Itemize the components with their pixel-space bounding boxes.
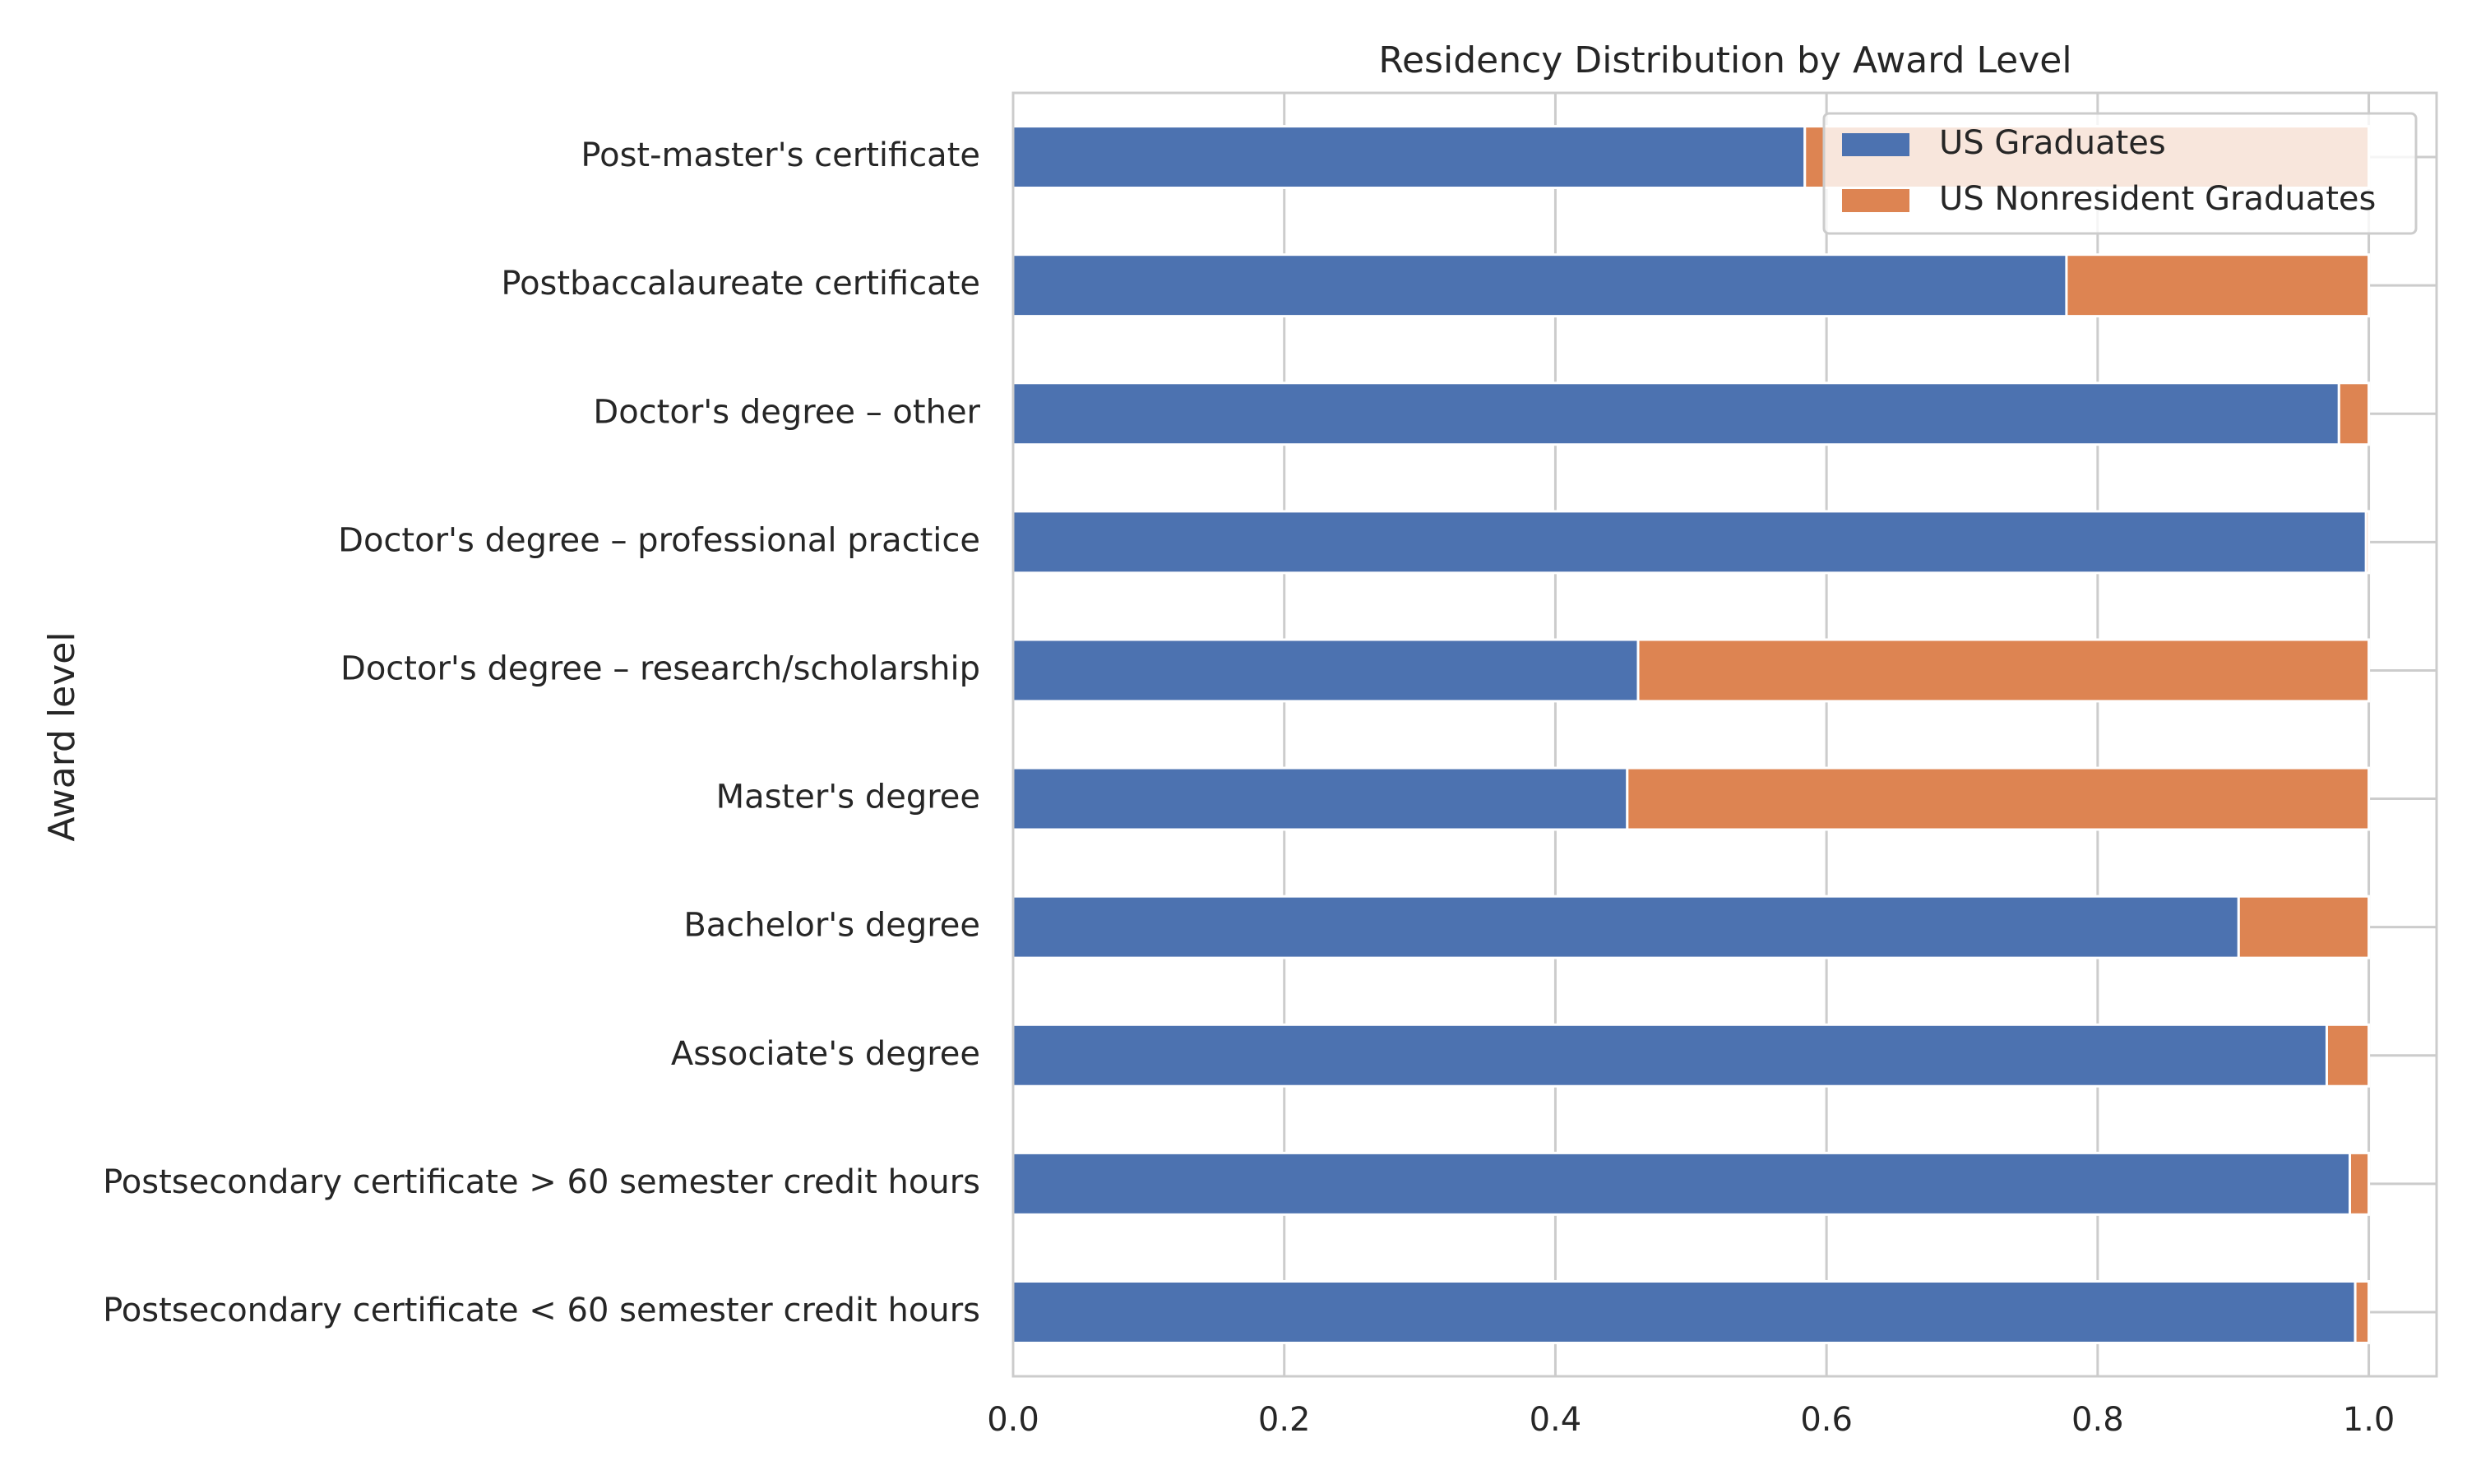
bar-segment-us-graduates (1011, 510, 2367, 575)
bar-segment-us-graduates (1011, 1151, 2351, 1216)
bar-segment-us-graduates (1011, 895, 2240, 959)
y-axis-title: Award level (41, 631, 83, 841)
plot-frame (1011, 91, 2438, 1378)
y-tick-label: Postsecondary certificate < 60 semester … (103, 1292, 980, 1329)
bar-segment-us-nonresident-graduates (2364, 510, 2371, 575)
bar-segment-us-graduates (1011, 1023, 2328, 1088)
bar-segment-us-nonresident-graduates (2237, 895, 2371, 959)
bar-segment-us-nonresident-graduates (1626, 766, 2371, 831)
bar-segment-us-graduates (1011, 638, 1640, 703)
x-tick-labels: 0.0 0.2 0.4 0.6 0.8 1.0 (987, 1401, 2395, 1439)
y-tick-label: Post-master's certificate (581, 136, 980, 174)
y-tick-labels: Post-master's certificate Postbaccalaurea… (103, 136, 980, 1329)
bar-segment-us-graduates (1011, 125, 1807, 190)
y-tick-label: Doctor's degree – professional practice (338, 521, 980, 559)
x-tick-label: 0.8 (2071, 1401, 2124, 1439)
legend-box (1822, 112, 2418, 235)
x-tick-label: 1.0 (2343, 1401, 2395, 1439)
legend-label: US Nonresident Graduates (1939, 180, 2376, 218)
bar-segment-us-nonresident-graduates (2337, 381, 2371, 446)
y-tick-label: Doctor's degree – research/scholarship (340, 650, 980, 687)
bar-segment-us-graduates (1011, 766, 1629, 831)
bars (1011, 125, 2371, 1344)
y-tick-label: Master's degree (716, 779, 980, 816)
bar-segment-us-graduates (1011, 1279, 2357, 1344)
x-tick-label: 0.0 (987, 1401, 1039, 1439)
y-tick-label: Postbaccalaureate certificate (501, 265, 980, 303)
legend-swatch (1842, 133, 1909, 156)
x-tick-label: 0.6 (1800, 1401, 1853, 1439)
x-tick-label: 0.4 (1530, 1401, 1582, 1439)
legend-label: US Graduates (1939, 124, 2166, 162)
x-tick-label: 0.2 (1258, 1401, 1311, 1439)
bar-segment-us-nonresident-graduates (1636, 638, 2371, 703)
legend-swatch (1842, 189, 1909, 212)
bar-segment-us-graduates (1011, 381, 2340, 446)
bar-segment-us-nonresident-graduates (2325, 1023, 2371, 1088)
chart-title: Residency Distribution by Award Level (1378, 39, 2071, 81)
bar-segment-us-nonresident-graduates (2354, 1279, 2371, 1344)
plot-border (1011, 91, 2438, 1378)
y-tick-label: Doctor's degree – other (593, 393, 980, 431)
bar-segment-us-graduates (1011, 253, 2068, 318)
legend: US Graduates US Nonresident Graduates (1822, 112, 2418, 235)
bar-segment-us-nonresident-graduates (2065, 253, 2371, 318)
y-tick-label: Bachelor's degree (683, 907, 980, 945)
y-tick-label: Associate's degree (671, 1035, 980, 1073)
y-tick-label: Postsecondary certificate > 60 semester … (103, 1163, 980, 1201)
bar-segment-us-nonresident-graduates (2348, 1151, 2371, 1216)
